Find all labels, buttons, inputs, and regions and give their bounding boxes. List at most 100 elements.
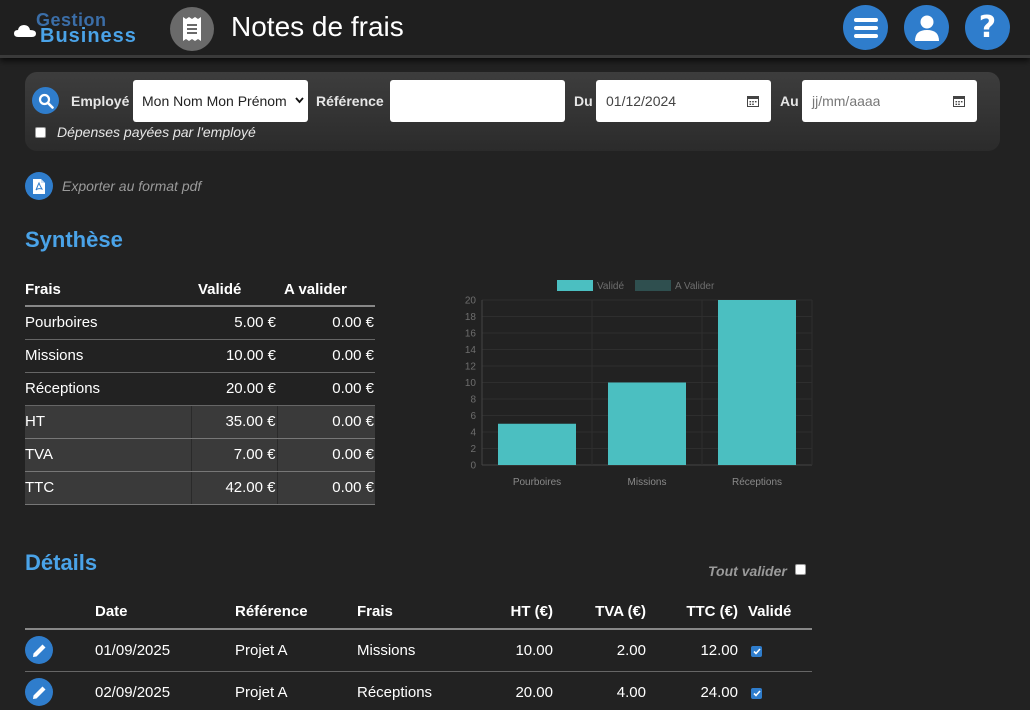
legend-label: A Valider: [675, 281, 715, 292]
logo-text-bottom: Business: [40, 25, 137, 47]
table-row: 01/09/2025 Projet A Missions 10.00 2.00 …: [25, 629, 812, 672]
help-button[interactable]: ?: [965, 5, 1010, 50]
reference-input[interactable]: [390, 80, 565, 122]
help-icon: ?: [978, 10, 997, 45]
reference-cell: Projet A: [235, 671, 357, 710]
y-tick-label: 4: [470, 428, 476, 439]
avalider-cell: 0.00 €: [277, 372, 375, 406]
tout-valider-checkbox[interactable]: [794, 564, 806, 575]
export-pdf-link[interactable]: Exporter au format pdf: [25, 172, 201, 200]
col-header-avalider: A valider: [277, 273, 375, 307]
ht-cell: 20.00: [469, 671, 553, 710]
valide-checkbox[interactable]: [751, 645, 762, 657]
tout-valider: Tout valider: [708, 563, 806, 579]
y-tick-label: 14: [465, 345, 477, 356]
valide-cell: 10.00 €: [191, 339, 277, 373]
menu-icon: [853, 17, 878, 38]
cloud-icon: [14, 25, 36, 37]
valide-cell: 5.00 €: [191, 306, 277, 340]
employe-paid-label: Dépenses payées par l'employé: [57, 124, 256, 140]
app-logo[interactable]: Gestion Business: [14, 8, 144, 48]
synthese-header-row: Frais Validé A valider: [25, 273, 375, 307]
y-tick-label: 10: [465, 378, 477, 389]
tva-cell: 4.00: [553, 671, 646, 710]
y-tick-label: 0: [470, 461, 476, 472]
details-header-row: Date Référence Frais HT (€) TVA (€) TTC …: [25, 594, 812, 630]
total-avalider-cell: 0.00 €: [277, 438, 375, 472]
ht-cell: 10.00: [469, 629, 553, 672]
col-header-frais: Frais: [25, 273, 191, 307]
pencil-icon: [32, 686, 45, 699]
synthese-title: Synthèse: [25, 227, 123, 252]
legend-swatch: [557, 280, 593, 291]
frais-cell: Réceptions: [25, 372, 191, 406]
search-button[interactable]: [32, 87, 59, 114]
x-tick-label: Réceptions: [732, 477, 782, 488]
avalider-cell: 0.00 €: [277, 339, 375, 373]
col-header-date: Date: [95, 594, 235, 630]
total-valide-cell: 35.00 €: [190, 405, 278, 439]
filter-bar: Employé Mon Nom Mon Prénom Référence Du …: [25, 72, 1000, 151]
tout-valider-label: Tout valider: [708, 563, 787, 579]
y-tick-label: 18: [465, 312, 477, 323]
au-date-input[interactable]: jj/mm/aaaa: [802, 80, 977, 122]
synthese-row: Missions 10.00 € 0.00 €: [25, 339, 375, 373]
col-header-tva: TVA (€): [553, 594, 646, 630]
edit-button[interactable]: [25, 678, 53, 706]
y-tick-label: 16: [465, 329, 477, 340]
col-header-frais: Frais: [357, 594, 469, 630]
employe-select[interactable]: Mon Nom Mon Prénom: [133, 80, 308, 122]
chevron-down-icon: [295, 97, 304, 104]
synthese-total-row: TVA 7.00 € 0.00 €: [25, 438, 375, 472]
synthese-table: Frais Validé A valider Pourboires 5.00 €…: [25, 273, 375, 505]
user-icon: [914, 15, 939, 41]
date-cell: 02/09/2025: [95, 671, 235, 710]
total-avalider-cell: 0.00 €: [277, 405, 375, 439]
date-cell: 01/09/2025: [95, 629, 235, 672]
synthese-total-row: HT 35.00 € 0.00 €: [25, 405, 375, 439]
y-tick-label: 20: [465, 296, 477, 307]
page-title: Notes de frais: [231, 11, 404, 42]
logo-text-top: Gestion: [36, 10, 107, 30]
valide-checkbox[interactable]: [751, 687, 762, 699]
y-tick-label: 2: [470, 444, 476, 455]
app-header: Gestion Business Notes de frais ?: [0, 0, 1030, 58]
y-tick-label: 6: [470, 411, 476, 422]
pdf-icon: [25, 172, 53, 200]
legend-swatch: [635, 280, 671, 291]
bar-valide: [608, 382, 686, 465]
frais-bar-chart: 0 2 4 6 8 10 12 14 16 18 20 Pourboires Missions Récep…: [465, 280, 813, 488]
search-icon: [38, 93, 54, 109]
user-button[interactable]: [904, 5, 949, 50]
y-tick-label: 12: [465, 362, 477, 373]
col-header-reference: Référence: [235, 594, 357, 630]
details-table: Date Référence Frais HT (€) TVA (€) TTC …: [25, 594, 812, 710]
valide-cell: 20.00 €: [191, 372, 277, 406]
synthese-total-row: TTC 42.00 € 0.00 €: [25, 471, 375, 505]
edit-button[interactable]: [25, 636, 53, 665]
calendar-icon: [953, 96, 965, 107]
employe-paid-filter: Dépenses payées par l'employé: [35, 124, 256, 140]
col-header-valide: Validé: [738, 594, 812, 630]
synthese-row: Pourboires 5.00 € 0.00 €: [25, 306, 375, 340]
du-date-value: 01/12/2024: [606, 93, 677, 109]
receipt-icon: [170, 7, 214, 51]
frais-cell: Missions: [25, 339, 191, 373]
total-avalider-cell: 0.00 €: [277, 471, 375, 505]
synthese-row: Réceptions 20.00 € 0.00 €: [25, 372, 375, 406]
avalider-cell: 0.00 €: [277, 306, 375, 340]
col-header-edit: [25, 594, 95, 630]
frais-cell: Pourboires: [25, 306, 191, 340]
du-date-input[interactable]: 01/12/2024: [596, 80, 771, 122]
details-title: Détails: [25, 550, 98, 575]
export-pdf-label: Exporter au format pdf: [62, 178, 202, 194]
bar-valide: [718, 300, 796, 465]
bar-valide: [498, 423, 576, 465]
tva-cell: 2.00: [553, 629, 646, 672]
employe-paid-checkbox[interactable]: [35, 126, 46, 138]
legend-label: Validé: [597, 281, 624, 292]
x-tick-label: Pourboires: [513, 477, 561, 488]
menu-button[interactable]: [843, 5, 888, 50]
total-valide-cell: 42.00 €: [190, 471, 278, 505]
pencil-icon: [32, 644, 45, 657]
